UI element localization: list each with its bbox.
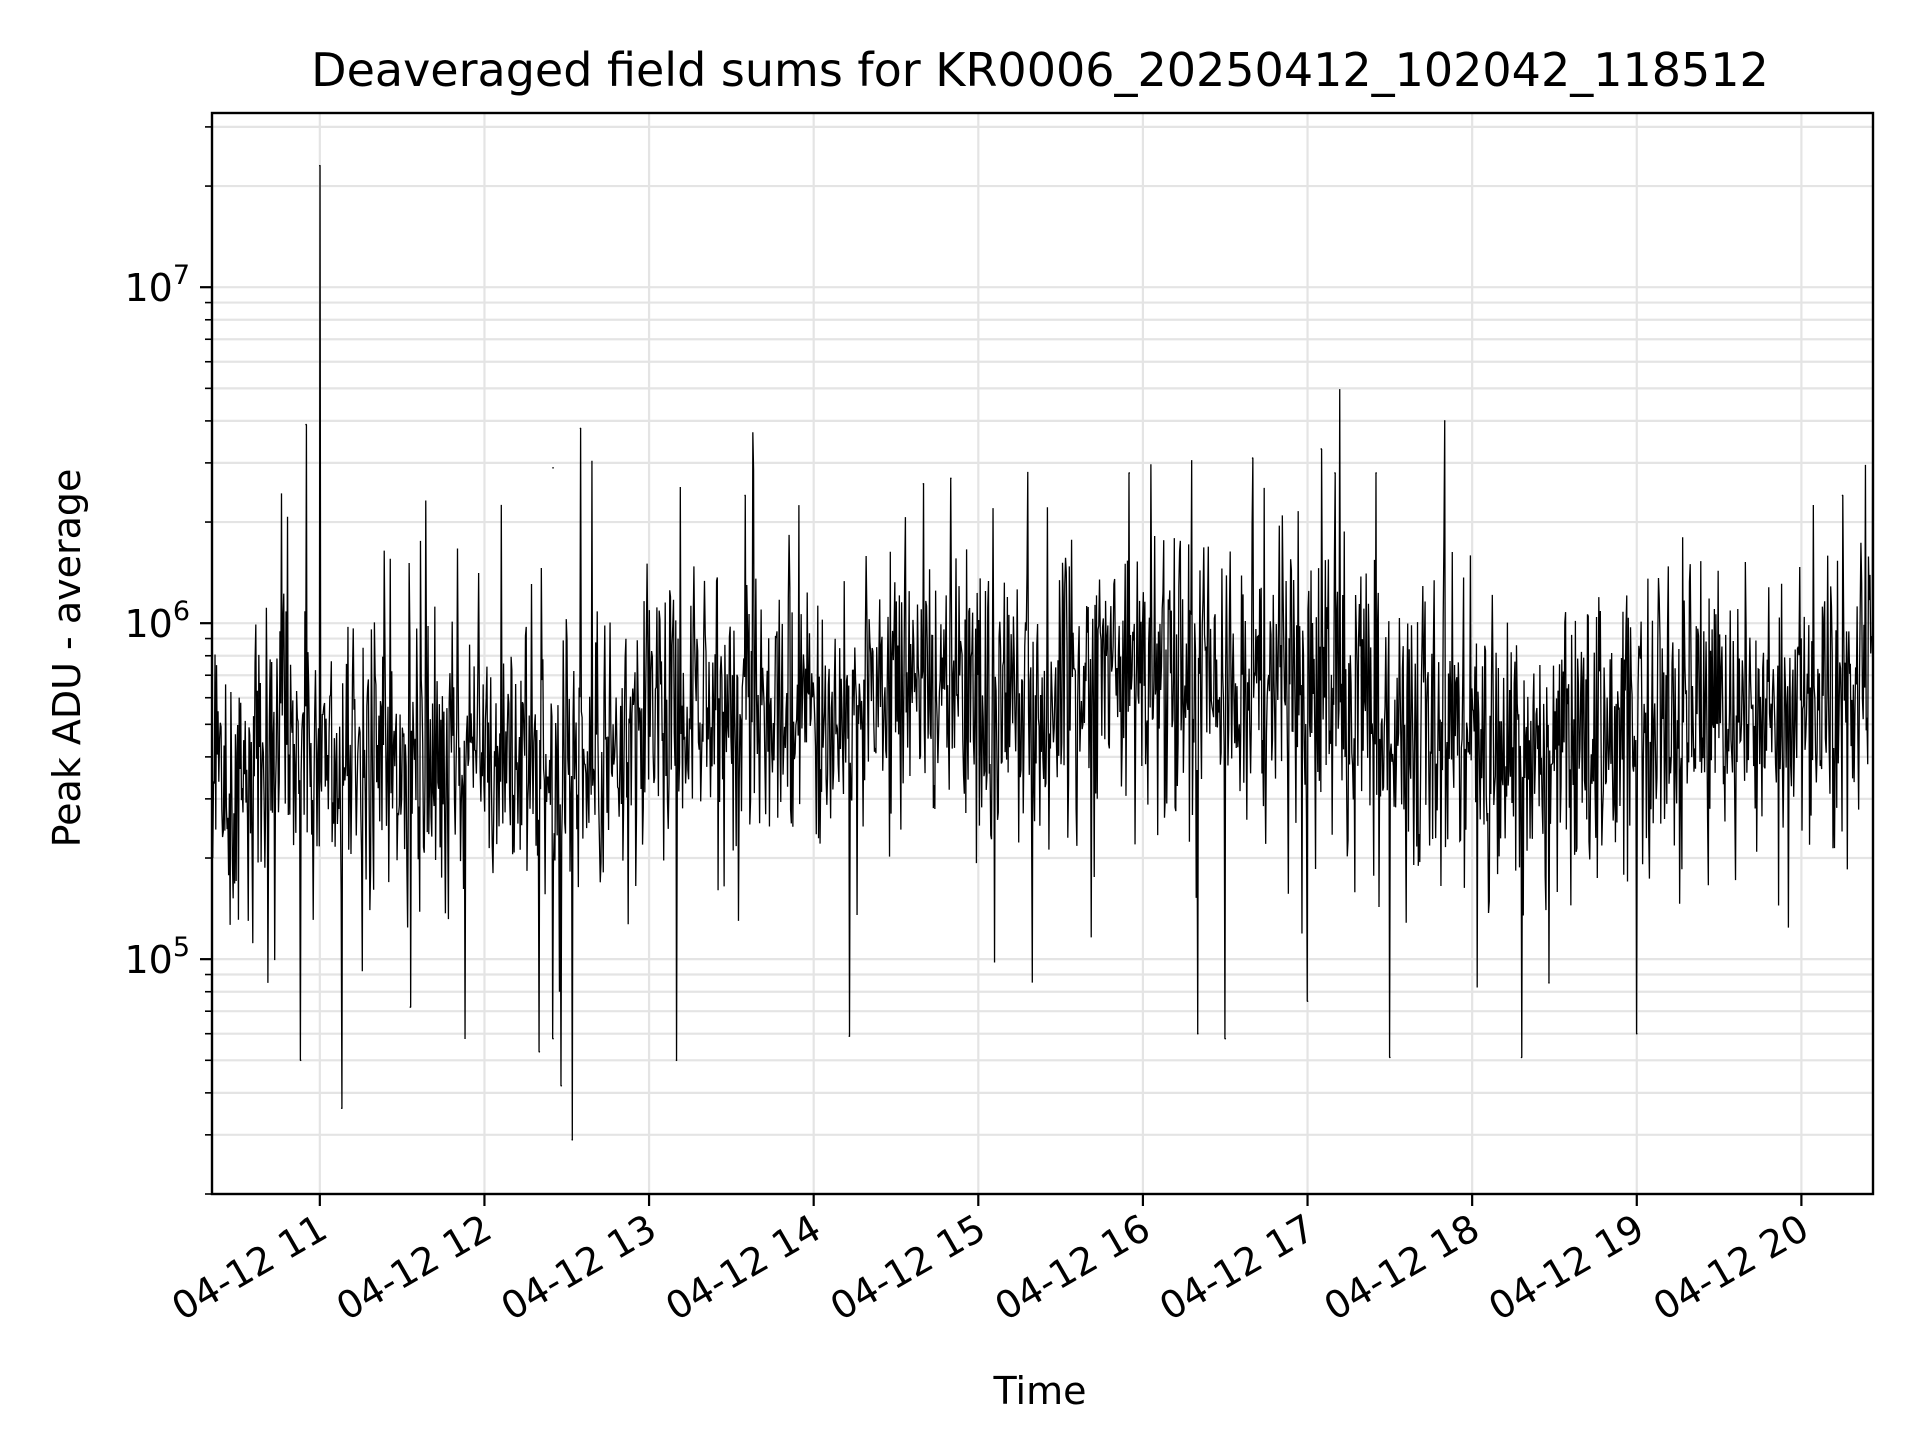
dip-point <box>299 1059 302 1062</box>
dip-point <box>552 1037 554 1040</box>
peak-point <box>1375 472 1377 474</box>
peak-point <box>922 482 925 485</box>
dip-point <box>1389 1056 1391 1059</box>
dip-point <box>848 1035 851 1037</box>
dip-point <box>1548 982 1550 984</box>
chart-title: Deaveraged field sums for KR0006_2025041… <box>311 43 1769 97</box>
peak-point <box>950 477 952 480</box>
peak-point <box>579 427 582 430</box>
peak-point <box>305 423 307 426</box>
peak-point <box>1841 494 1844 497</box>
dip-point <box>1196 1032 1199 1035</box>
peak-point <box>744 494 746 497</box>
dip-point <box>1635 1032 1638 1035</box>
y-axis-title: Peak ADU - average <box>45 469 89 848</box>
peak-point <box>1128 472 1130 474</box>
peak-point <box>319 164 321 167</box>
peak-point <box>1251 457 1254 459</box>
peak-point <box>552 467 554 469</box>
y-tick-label: 105 <box>124 932 190 982</box>
dip-point <box>538 1050 541 1053</box>
dip-point <box>1306 1000 1309 1002</box>
series-line <box>211 165 1874 1140</box>
dip-point <box>409 1006 412 1008</box>
dip-point <box>560 1084 563 1087</box>
peak-point <box>1320 448 1323 450</box>
y-tick-label: 106 <box>124 596 190 646</box>
series-layer <box>211 164 1874 1141</box>
dip-point <box>1224 1037 1227 1040</box>
x-axis-title: Time <box>993 1369 1087 1413</box>
y-tick-label: 107 <box>124 260 190 310</box>
peak-point <box>1443 420 1446 422</box>
dip-point <box>675 1059 678 1062</box>
dip-point <box>571 1138 574 1141</box>
plot-area-frame <box>210 111 1875 1196</box>
peak-point <box>1334 472 1336 474</box>
dip-point <box>340 1107 343 1110</box>
dip-point <box>1520 1056 1523 1059</box>
